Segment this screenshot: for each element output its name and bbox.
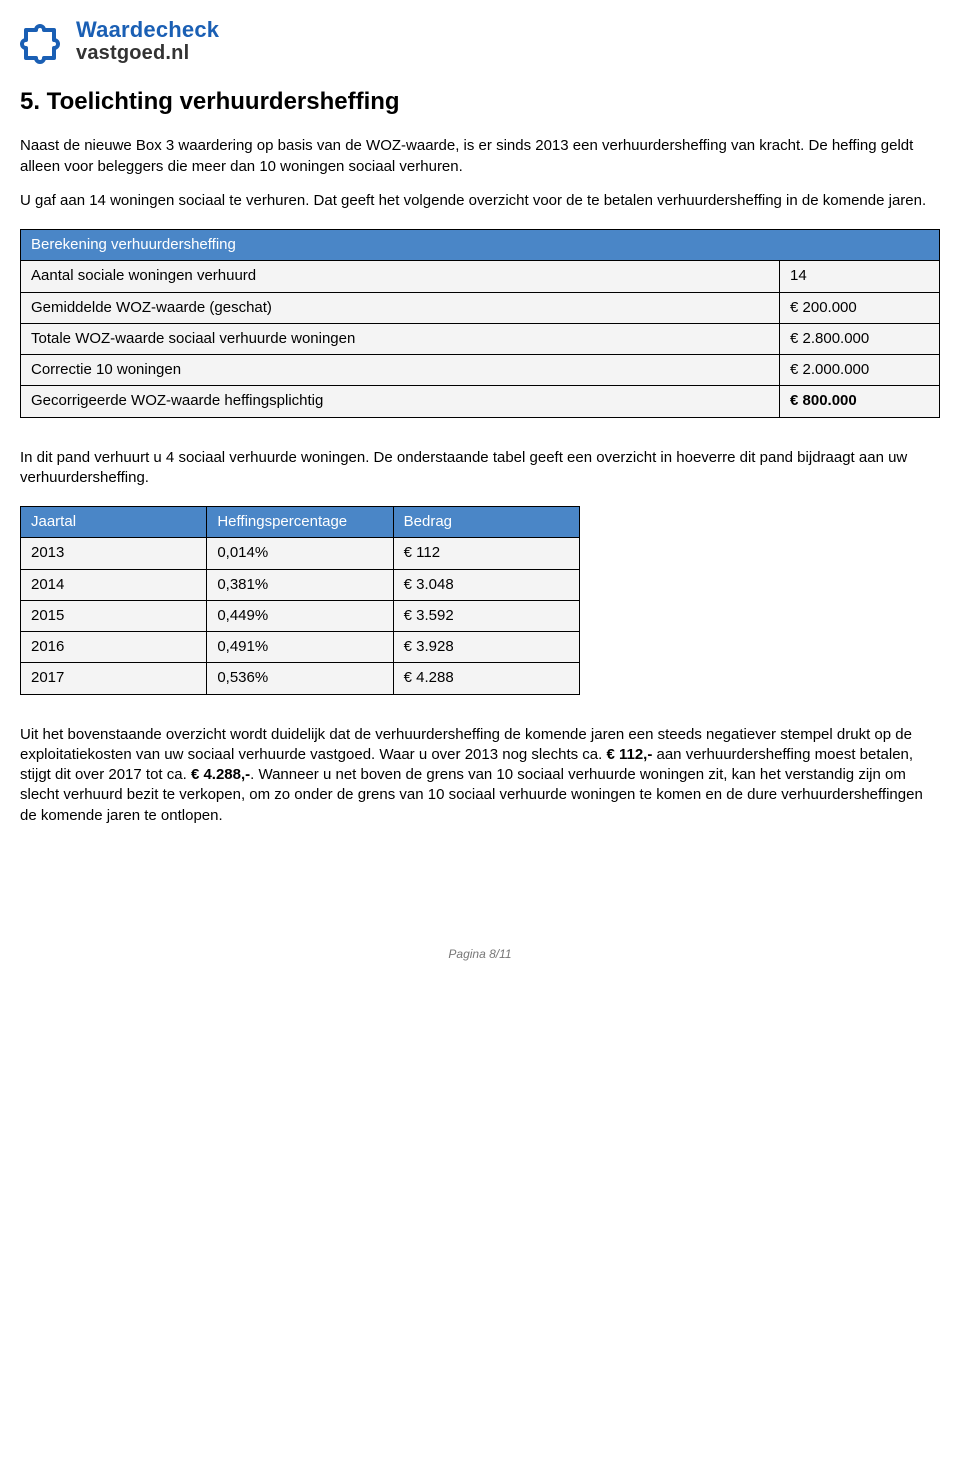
row-value: 14 xyxy=(780,261,940,292)
row-value: € 800.000 xyxy=(780,386,940,417)
table-cell: 2013 xyxy=(21,538,207,569)
table-cell: 0,449% xyxy=(207,600,393,631)
table-row: Aantal sociale woningen verhuurd14 xyxy=(21,261,940,292)
table-cell: 2015 xyxy=(21,600,207,631)
table-cell: 2014 xyxy=(21,569,207,600)
table-cell: € 3.048 xyxy=(393,569,579,600)
calc-table-header: Berekening verhuurdersheffing xyxy=(21,230,940,261)
column-header: Heffingspercentage xyxy=(207,507,393,538)
table-row: Gecorrigeerde WOZ-waarde heffingsplichti… xyxy=(21,386,940,417)
table-row: Totale WOZ-waarde sociaal verhuurde woni… xyxy=(21,323,940,354)
table-cell: € 112 xyxy=(393,538,579,569)
table-cell: 2016 xyxy=(21,632,207,663)
table-row: 20170,536%€ 4.288 xyxy=(21,663,580,694)
row-label: Correctie 10 woningen xyxy=(21,355,780,386)
table-row: Gemiddelde WOZ-waarde (geschat)€ 200.000 xyxy=(21,292,940,323)
table-cell: € 3.592 xyxy=(393,600,579,631)
paragraph-3: In dit pand verhuurt u 4 sociaal verhuur… xyxy=(20,448,940,489)
row-value: € 2.000.000 xyxy=(780,355,940,386)
para4-amount2: € 4.288,- xyxy=(191,766,250,783)
year-table: JaartalHeffingspercentageBedrag20130,014… xyxy=(20,506,580,695)
row-label: Gemiddelde WOZ-waarde (geschat) xyxy=(21,292,780,323)
row-label: Gecorrigeerde WOZ-waarde heffingsplichti… xyxy=(21,386,780,417)
row-label: Aantal sociale woningen verhuurd xyxy=(21,261,780,292)
table-cell: € 3.928 xyxy=(393,632,579,663)
table-row: 20130,014%€ 112 xyxy=(21,538,580,569)
column-header: Jaartal xyxy=(21,507,207,538)
paragraph-1: Naast de nieuwe Box 3 waardering op basi… xyxy=(20,136,940,177)
row-value: € 200.000 xyxy=(780,292,940,323)
table-cell: 0,014% xyxy=(207,538,393,569)
para4-amount1: € 112,- xyxy=(606,746,652,763)
table-row: 20160,491%€ 3.928 xyxy=(21,632,580,663)
table-row: 20140,381%€ 3.048 xyxy=(21,569,580,600)
table-row: 20150,449%€ 3.592 xyxy=(21,600,580,631)
section-title: 5. Toelichting verhuurdersheffing xyxy=(20,86,940,118)
row-value: € 2.800.000 xyxy=(780,323,940,354)
row-label: Totale WOZ-waarde sociaal verhuurde woni… xyxy=(21,323,780,354)
page-footer: Pagina 8/11 xyxy=(20,946,940,962)
logo-text: Waardecheck vastgoed.nl xyxy=(76,19,219,63)
document-page: Waardecheck vastgoed.nl 5. Toelichting v… xyxy=(0,0,960,1002)
table-cell: 0,491% xyxy=(207,632,393,663)
puzzle-piece-icon xyxy=(20,18,66,64)
column-header: Bedrag xyxy=(393,507,579,538)
logo-bottom: vastgoed.nl xyxy=(76,43,219,63)
paragraph-2: U gaf aan 14 woningen sociaal te verhure… xyxy=(20,191,940,211)
table-cell: 2017 xyxy=(21,663,207,694)
calc-table: Berekening verhuurdersheffingAantal soci… xyxy=(20,229,940,418)
logo: Waardecheck vastgoed.nl xyxy=(20,18,940,64)
table-cell: 0,536% xyxy=(207,663,393,694)
table-cell: 0,381% xyxy=(207,569,393,600)
logo-top: Waardecheck xyxy=(76,19,219,41)
table-cell: € 4.288 xyxy=(393,663,579,694)
table-header-row: JaartalHeffingspercentageBedrag xyxy=(21,507,580,538)
table-row: Correctie 10 woningen€ 2.000.000 xyxy=(21,355,940,386)
paragraph-4: Uit het bovenstaande overzicht wordt dui… xyxy=(20,725,940,826)
